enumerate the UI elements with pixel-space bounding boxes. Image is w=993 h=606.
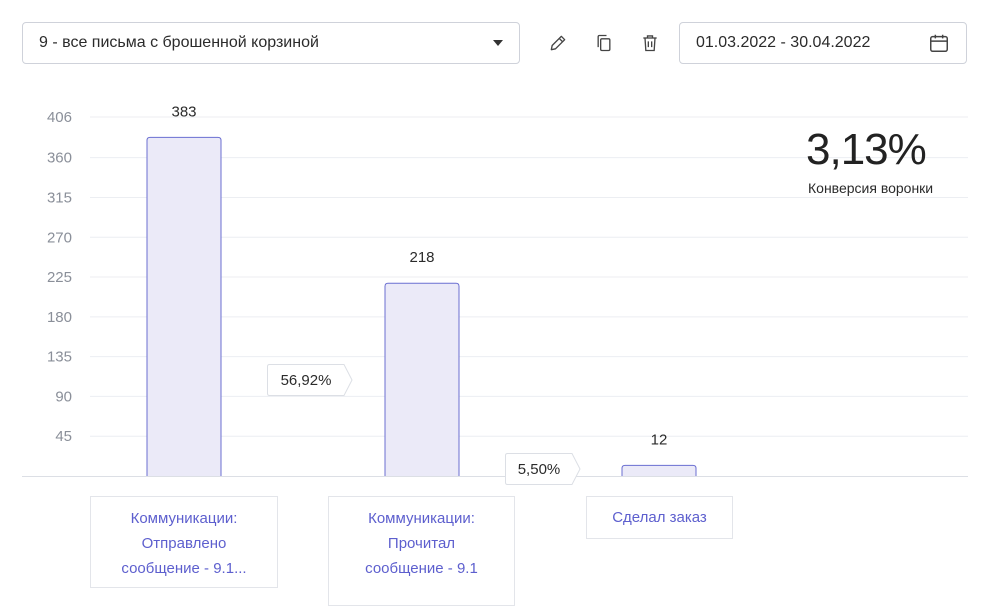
y-tick-label: 406 — [47, 109, 72, 126]
badge-shape — [267, 364, 353, 396]
category-label-line: Отправлено — [141, 535, 227, 552]
category-label-line: сообщение - 9.1... — [121, 560, 247, 577]
category-label[interactable]: Коммуникации: Отправлено сообщение - 9.1..… — [90, 496, 278, 588]
y-tick-label: 135 — [47, 349, 72, 366]
badge-shape — [505, 453, 581, 485]
date-range-picker[interactable]: 01.03.2022 - 30.04.2022 — [679, 22, 967, 64]
pencil-icon[interactable] — [546, 31, 570, 55]
category-label-line: сообщение - 9.1 — [365, 560, 478, 577]
category-label-line: Сделал заказ — [612, 509, 707, 526]
funnel-conversion-value: 3,13% — [806, 125, 927, 174]
copy-icon[interactable] — [592, 31, 616, 55]
y-tick-label: 315 — [47, 189, 72, 206]
trash-icon[interactable] — [638, 31, 662, 55]
chart-gridlines — [22, 116, 968, 477]
step-conversion-badge: 56,92% — [267, 364, 353, 396]
report-select[interactable]: 9 - все письма с брошенной корзиной — [22, 22, 520, 64]
bar-value-label: 12 — [651, 431, 668, 448]
category-label-line: Коммуникации: — [130, 510, 238, 527]
funnel-conversion-label: Конверсия воронки — [808, 180, 934, 196]
chevron-down-icon — [493, 40, 503, 46]
bar[interactable] — [146, 136, 222, 476]
report-select-value: 9 - все письма с брошенной корзиной — [39, 34, 319, 51]
y-tick-label: 225 — [47, 269, 72, 286]
y-tick-label: 45 — [55, 428, 72, 445]
step-conversion-value: 5,50% — [517, 460, 561, 478]
bar[interactable] — [621, 464, 697, 476]
category-label[interactable]: Коммуникации: Прочитал сообщение - 9.1 — [328, 496, 515, 606]
category-label-line: Прочитал — [387, 535, 456, 552]
category-label[interactable]: Сделал заказ — [586, 496, 733, 539]
step-conversion-badge: 5,50% — [505, 453, 581, 485]
bar-value-label: 218 — [409, 249, 434, 266]
bar-value-label: 383 — [171, 103, 196, 120]
date-range-value: 01.03.2022 - 30.04.2022 — [696, 34, 871, 51]
bars — [146, 136, 697, 476]
y-tick-label: 180 — [47, 309, 72, 326]
bar[interactable] — [384, 282, 460, 476]
step-conversion-value: 56,92% — [280, 371, 332, 389]
category-label-line: Коммуникации: — [368, 510, 475, 527]
y-tick-label: 90 — [55, 388, 72, 405]
y-axis: 45 90 135 180 225 270 315 360 406 — [47, 109, 72, 445]
y-tick-label: 360 — [47, 150, 72, 167]
y-tick-label: 270 — [47, 229, 72, 246]
calendar-icon — [930, 34, 948, 52]
value-labels: 383 218 12 — [171, 103, 667, 448]
